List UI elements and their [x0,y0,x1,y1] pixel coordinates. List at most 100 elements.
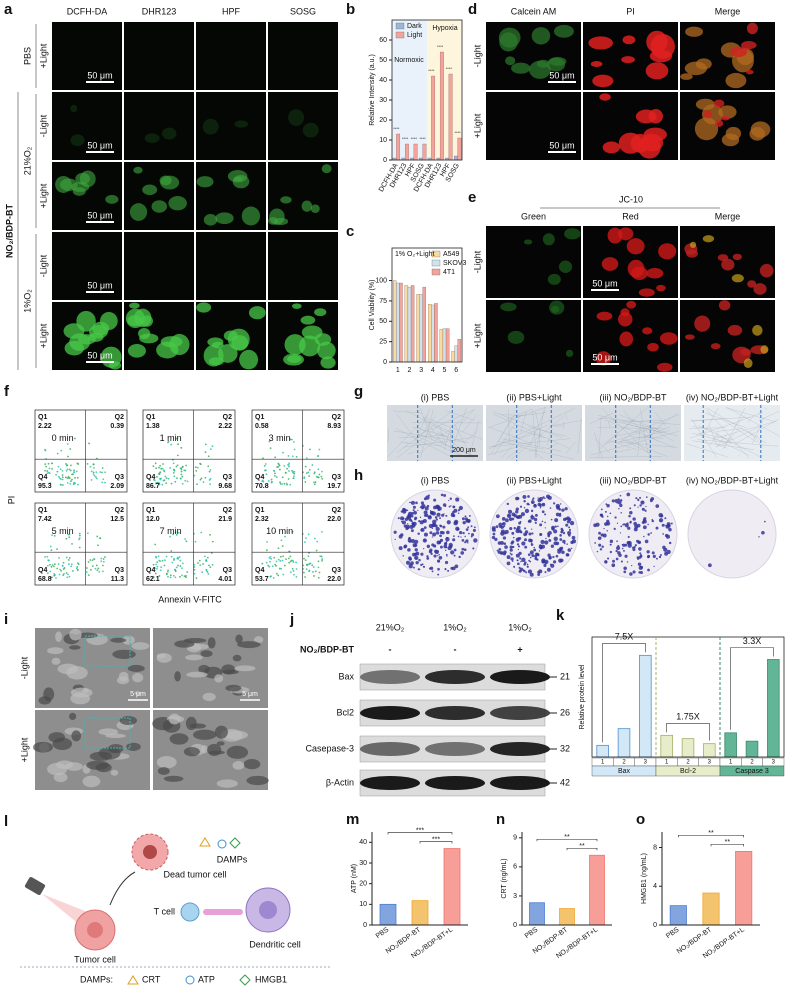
side-label: NO₂/BDP-BT [4,204,14,258]
colony [566,543,568,545]
legend-swatch [431,268,441,276]
texture [462,415,477,433]
colony [447,569,450,572]
cell [590,60,603,68]
event [285,558,287,561]
condition-label: (iv) NO₂/BDP-BT+Light [686,475,779,485]
protein-label: β-Actin [326,777,354,787]
colony [562,517,567,522]
colony [637,562,642,566]
event [295,568,298,570]
organelle [53,772,68,783]
bar [735,850,753,926]
colony [458,531,463,535]
event [262,457,264,460]
texture [454,424,473,459]
colony [409,537,411,539]
event [308,475,311,478]
event [193,568,196,571]
texture [615,449,632,453]
colony [633,504,636,507]
colony [450,505,452,507]
texture [511,415,565,460]
organelle [82,775,101,788]
colony [638,555,642,559]
colony [547,534,550,538]
texture [463,430,478,443]
row-label: -Light [472,250,482,273]
event [321,477,324,480]
quadrant-value: 86.7 [146,483,160,490]
colony [407,548,411,552]
event [312,566,315,568]
colony [560,530,564,534]
event [76,565,79,568]
texture [597,427,666,429]
event [267,480,270,482]
colony [508,517,513,521]
colony [605,503,608,505]
colony [544,527,546,529]
event [181,466,184,468]
event [87,561,90,563]
event [317,455,320,457]
colony [433,554,437,558]
cell [70,134,85,147]
quadrant-name: Q2 [115,507,124,514]
colony [502,536,507,540]
colony [515,507,519,511]
row-label: +Light [38,43,48,68]
event [184,538,186,540]
legend-label: HMGB1 [255,974,287,984]
quadrant-name: Q3 [115,567,124,574]
plot-frame [591,636,785,758]
event [70,565,73,568]
colony [512,545,515,549]
legend-label: CRT [142,974,161,984]
cell [302,122,319,138]
panel-letter: n [496,811,505,828]
flow-plot [142,502,236,586]
cell [500,302,517,312]
flow-plot [34,409,128,493]
cell [127,315,143,327]
colony [508,509,513,514]
significance: ** [725,839,731,846]
event [74,437,76,440]
colony [626,492,631,497]
arrow [109,871,136,906]
band [490,742,550,756]
event [44,463,47,466]
event [172,533,175,536]
colony [639,504,642,507]
event [211,445,214,448]
colony [433,505,437,510]
y-tick-label: 60 [379,37,387,44]
bar [379,903,397,926]
micrograph [680,300,775,372]
colony [418,558,421,562]
texture [598,416,602,458]
event [97,567,100,570]
organelle [71,730,82,742]
fold-bracket [666,723,710,741]
colony [428,567,432,570]
colony [417,509,419,511]
time-label: 0 min [52,433,74,443]
texture [549,420,582,427]
colony [653,565,655,568]
legend-label: Dark [407,23,422,30]
colony [537,502,541,507]
event [156,475,158,478]
event [289,555,292,558]
quadrant-value: 21.9 [218,516,232,523]
event [201,571,204,574]
texture [493,415,521,456]
cell [721,258,735,271]
colony [443,494,447,497]
colony [663,547,668,552]
texture [720,417,757,443]
event [197,562,199,564]
cell [239,349,259,370]
event [198,559,201,562]
